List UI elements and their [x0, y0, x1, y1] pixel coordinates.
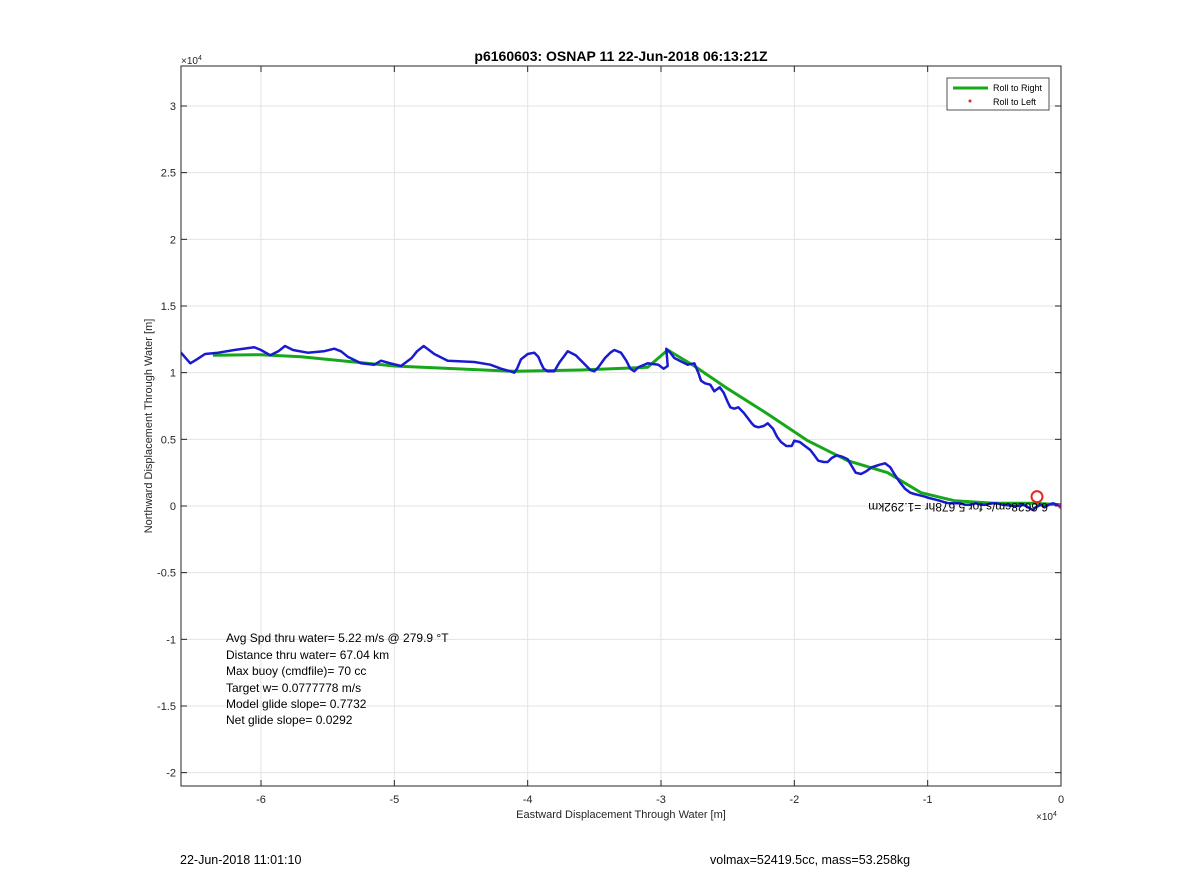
y-tick-label: 1: [170, 368, 176, 380]
axes-box: [180, 65, 1062, 787]
y-axis-label: Northward Displacement Through Water [m]: [143, 319, 155, 534]
svg-text:×104: ×104: [181, 55, 202, 67]
footer-volmax-mass: volmax=52419.5cc, mass=53.258kg: [710, 853, 911, 867]
legend: Roll to Right Roll to Left: [946, 77, 1050, 111]
y-exponent-label: ×104: [181, 55, 202, 67]
x-tick-label: -3: [656, 794, 666, 806]
annotation-target-w: Target w= 0.0777778 m/s: [226, 681, 361, 695]
x-exponent-label: ×104: [1036, 811, 1057, 823]
current-label: 6.6628cm/s for 5.678hr =1.292km: [868, 500, 1048, 514]
annotation-avg-speed: Avg Spd thru water= 5.22 m/s @ 279.9 °T: [226, 631, 449, 645]
y-tick-label: 2: [170, 234, 176, 246]
series-track-line: [181, 344, 1061, 512]
legend-label-roll-right: Roll to Right: [993, 83, 1043, 93]
series-roll-to-right-line: [212, 348, 1061, 507]
x-axis-label: Eastward Displacement Through Water [m]: [516, 809, 726, 821]
annotation-model-glide: Model glide slope= 0.7732: [226, 697, 367, 711]
x-tick-label: -1: [923, 794, 933, 806]
axes-background: [181, 66, 1061, 786]
grid-lines: [181, 66, 1062, 786]
footer-timestamp: 22-Jun-2018 11:01:10: [180, 853, 302, 867]
stats-annotations: Avg Spd thru water= 5.22 m/s @ 279.9 °T …: [226, 631, 449, 727]
roll-to-left-marker: [1030, 490, 1044, 504]
svg-text:×104: ×104: [1036, 811, 1057, 823]
x-exponent-power: 4: [1053, 811, 1057, 818]
chart-title: p6160603: OSNAP 11 22-Jun-2018 06:13:21Z: [474, 48, 768, 64]
x-tick-label: -5: [389, 794, 399, 806]
legend-box: [946, 77, 1050, 111]
y-tick-label: 1.5: [161, 301, 176, 313]
y-tick-label: 2.5: [161, 168, 176, 180]
annotation-net-glide: Net glide slope= 0.0292: [226, 713, 353, 727]
y-exponent-power: 4: [198, 55, 202, 62]
y-exponent-base: ×10: [181, 56, 198, 67]
legend-label-roll-left: Roll to Left: [993, 97, 1037, 107]
series-layer: [181, 344, 1061, 512]
annotation-max-buoy: Max buoy (cmdfile)= 70 cc: [226, 664, 366, 678]
y-tick-label: -1.5: [157, 701, 176, 713]
y-tick-label: 0.5: [161, 434, 176, 446]
x-tick-label: -2: [789, 794, 799, 806]
y-tick-label: -2: [166, 768, 176, 780]
y-tick-label: 3: [170, 101, 176, 113]
tick-layer: -6 -5 -4 -3 -2 -1 0 -2 -1.5 -1 -0.5 0 0.5 1 1.5 2 2.5 3: [157, 66, 1064, 806]
x-exponent-base: ×10: [1036, 812, 1053, 823]
legend-swatch-roll-left: [968, 99, 972, 103]
y-tick-label: -0.5: [157, 568, 176, 580]
x-tick-label: 0: [1058, 794, 1064, 806]
y-tick-label: -1: [166, 634, 176, 646]
annotation-distance: Distance thru water= 67.04 km: [226, 648, 389, 662]
x-tick-label: -4: [523, 794, 533, 806]
y-tick-label: 0: [170, 501, 176, 513]
x-tick-label: -6: [256, 794, 266, 806]
